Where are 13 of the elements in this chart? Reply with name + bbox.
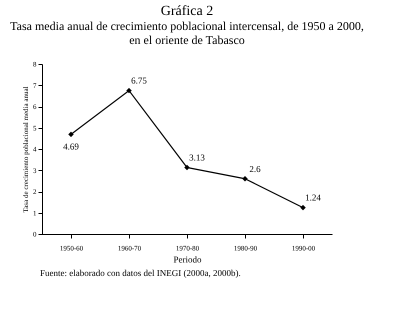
point: [184, 164, 190, 170]
x-axis-title: Periodo: [174, 254, 202, 264]
data-label: 6.75: [131, 76, 148, 86]
data-label: 1.24: [305, 192, 322, 203]
chart-subtitle: Tasa media anual de crecimiento poblacional intercensal, de 1950 a 2000, en el oriente de Tabasco: [10, 19, 364, 47]
data-label: 2.6: [249, 164, 262, 174]
point: [300, 204, 306, 210]
data-label: 4.69: [63, 141, 80, 152]
data-label: 3.13: [189, 152, 206, 162]
source-note: Fuente: elaborado con datos del INEGI (2000a, 2000b).: [39, 268, 242, 278]
chart-title: Gráfica 2: [160, 4, 214, 19]
point: [126, 88, 132, 94]
point: [68, 132, 74, 138]
